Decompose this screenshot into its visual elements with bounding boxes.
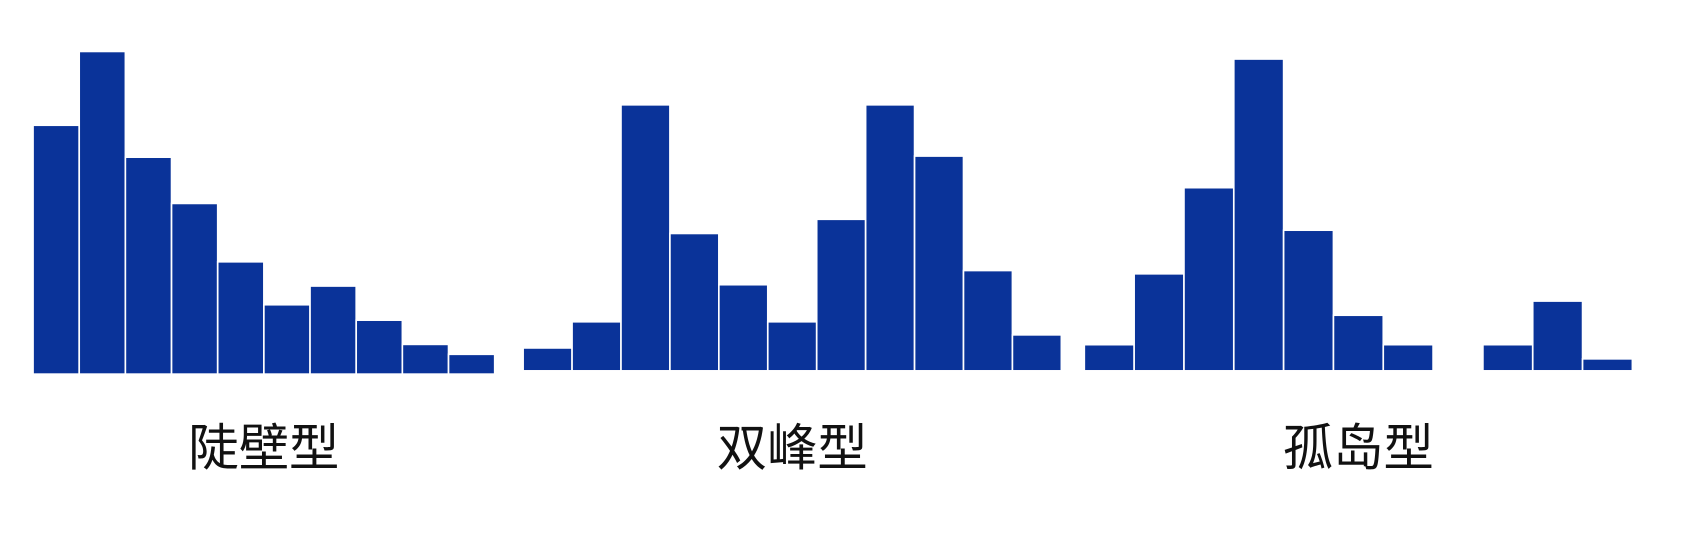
bar [620, 103, 671, 372]
bar [913, 155, 965, 372]
bar [1581, 358, 1634, 372]
bar [78, 50, 127, 375]
bar [766, 320, 818, 372]
bar [864, 103, 916, 372]
bar [1332, 314, 1385, 372]
bar [815, 218, 867, 372]
chart-title: 双峰型 [717, 418, 868, 477]
bar [1232, 58, 1285, 372]
bar [1531, 300, 1584, 372]
bar [170, 202, 219, 375]
bar [32, 124, 81, 375]
bar [124, 156, 173, 375]
chart-title: 孤岛型 [1283, 418, 1434, 477]
bar [447, 353, 496, 375]
bar [355, 319, 404, 375]
bar [1183, 186, 1235, 372]
bar [1133, 272, 1185, 372]
bar [1482, 343, 1534, 372]
chart-title: 陡壁型 [188, 418, 339, 477]
bar [669, 232, 720, 372]
bar [571, 320, 622, 372]
bar [718, 283, 769, 372]
bar [401, 343, 450, 375]
bar [263, 303, 311, 375]
bar [522, 347, 573, 372]
bar [1083, 343, 1135, 372]
bar [309, 285, 358, 375]
bar [962, 269, 1014, 372]
bar [1282, 229, 1335, 372]
bar [216, 260, 265, 375]
bar [1382, 343, 1434, 372]
bar [1011, 334, 1063, 372]
